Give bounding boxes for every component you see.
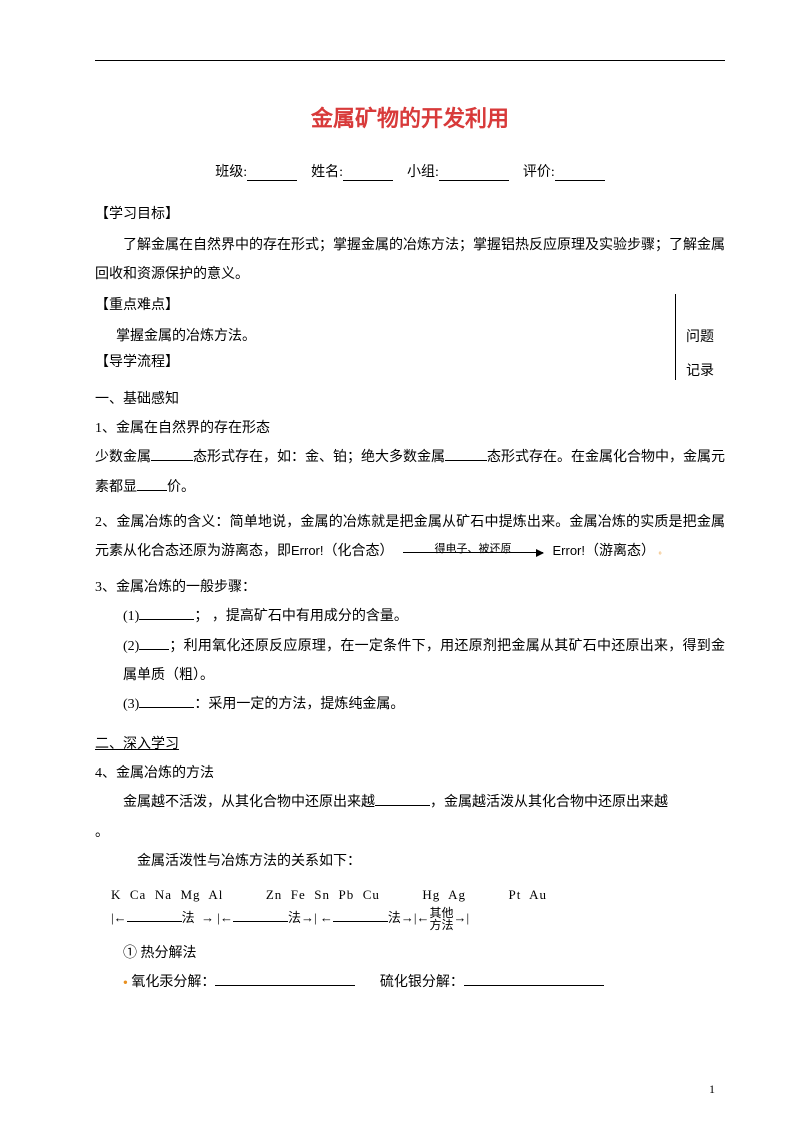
q3-1: (1) ； ，提高矿石中有用成分的含量。 (123, 602, 725, 631)
name-blank[interactable] (343, 165, 393, 181)
page-number: 1 (709, 1082, 715, 1097)
q4-line: 金属越不活泼，从其化合物中还原出来越 ，金属越活泼从其化合物中还原出来越 (95, 788, 725, 817)
group-label: 小组: (407, 165, 439, 180)
flow-heading: 【导学流程】 (95, 351, 663, 371)
method-blank2[interactable] (233, 908, 288, 922)
rating-label: 评价: (523, 165, 555, 180)
q2-error2: Error! (553, 543, 586, 558)
section-basic: 一、基础感知 (95, 388, 725, 408)
q1-t1: 少数金属 (95, 450, 151, 465)
q3-3a: (3) (123, 697, 139, 712)
objectives-text: 了解金属在自然界中的存在形式；掌握金属的冶炼方法；掌握铝热反应原理及实验步骤；了… (95, 231, 725, 290)
q4-t2: ，金属越活泼从其化合物中还原出来越 (430, 795, 668, 810)
q4-t1: 金属越不活泼，从其化合物中还原出来越 (123, 795, 375, 810)
ml1: 法 (182, 910, 195, 925)
q2-text: 2、金属冶炼的含义：简单地说，金属的冶炼就是把金属从矿石中提炼出来。金属冶炼的实… (95, 508, 725, 567)
keypoints-text: 掌握金属的冶炼方法。 (95, 322, 663, 351)
top-divider (95, 60, 725, 61)
q4-title: 4、金属冶炼的方法 (95, 759, 725, 788)
q3-blank1[interactable] (139, 606, 194, 620)
method-blank3[interactable] (333, 908, 388, 922)
q3-blank2[interactable] (139, 636, 169, 650)
rating-blank[interactable] (555, 165, 605, 181)
q1-line2: 少数金属态形式存在，如：金、铂；绝大多数金属态形式存在。在金属化合物中，金属元素… (95, 443, 725, 502)
q2-error1: Error! (291, 543, 324, 558)
q5-blank1[interactable] (215, 972, 355, 986)
arrow-label: 得电子、被还原 (403, 538, 543, 561)
objectives-heading: 【学习目标】 (95, 203, 725, 223)
section-deep: 二、深入学习 (95, 730, 725, 759)
q3-blank3[interactable] (139, 694, 194, 708)
q1-t4: 价。 (167, 480, 195, 495)
document-title: 金属矿物的开发利用 (95, 101, 725, 133)
right-column: 问题 记录 (675, 294, 725, 380)
class-blank[interactable] (247, 165, 297, 181)
notes-label1: 问题 (686, 326, 725, 346)
q1-blank2[interactable] (445, 447, 487, 461)
q2-t2: （化合态） (324, 544, 394, 559)
q3-title: 3、金属冶炼的一般步骤： (95, 573, 725, 602)
q4-rel: 金属活泼性与冶炼方法的关系如下： (95, 847, 725, 876)
q5-blank2[interactable] (464, 972, 604, 986)
q1-t2: 态形式存在，如：金、铂；绝大多数金属 (193, 450, 445, 465)
q1-line1: 1、金属在自然界的存在形态 (95, 414, 725, 443)
class-label: 班级: (215, 165, 247, 180)
reaction-arrow: 得电子、被还原 (403, 552, 543, 553)
q5-b2: 硫化银分解： (380, 975, 464, 990)
metals-row: K Ca Na Mg Al Zn Fe Sn Pb Cu Hg Ag Pt Au (111, 887, 725, 903)
metal-table: K Ca Na Mg Al Zn Fe Sn Pb Cu Hg Ag Pt Au… (111, 887, 725, 931)
dot-icon2: ● (123, 977, 128, 986)
q2-t3: （游离态） (585, 544, 655, 559)
keypoints-heading: 【重点难点】 (95, 294, 663, 314)
q3-3b: ：采用一定的方法，提炼纯金属。 (194, 697, 404, 712)
main-layout: 【重点难点】 掌握金属的冶炼方法。 【导学流程】 问题 记录 (95, 294, 725, 380)
q4-blank1[interactable] (375, 792, 430, 806)
methods-row: |←法 → |←法→| ←法→|←其他方法→| (111, 907, 725, 931)
q3-2a: (2) (123, 639, 139, 654)
q4-line2: 。 (95, 818, 725, 847)
q1-blank3[interactable] (137, 477, 167, 491)
q3-1b: ； ，提高矿石中有用成分的含量。 (194, 609, 408, 624)
q5-b1: 氧化汞分解： (131, 975, 215, 990)
q5-b: ● 氧化汞分解： 硫化银分解： (123, 968, 725, 997)
q1-blank1[interactable] (151, 447, 193, 461)
method-blank1[interactable] (127, 908, 182, 922)
dot-icon: 。 (659, 547, 667, 556)
group-blank[interactable] (439, 165, 509, 181)
q3-2: (2)；利用氧化还原反应原理，在一定条件下，用还原剂把金属从其矿石中还原出来，得… (123, 632, 725, 691)
mo1: 其他 (429, 907, 453, 919)
q5-a: ① 热分解法 (123, 939, 725, 968)
q3-2b: ；利用氧化还原反应原理，在一定条件下，用还原剂把金属从其矿石中还原出来，得到金属… (123, 639, 725, 683)
name-label: 姓名: (311, 165, 343, 180)
ml2: 法 (288, 910, 301, 925)
ml3: 法 (388, 910, 401, 925)
q3-3: (3) ：采用一定的方法，提炼纯金属。 (123, 690, 725, 719)
left-column: 【重点难点】 掌握金属的冶炼方法。 【导学流程】 (95, 294, 675, 380)
q3-1a: (1) (123, 609, 139, 624)
mo2: 方法 (429, 919, 453, 931)
info-row: 班级: 姓名: 小组: 评价: (95, 161, 725, 181)
notes-label2: 记录 (686, 360, 725, 380)
